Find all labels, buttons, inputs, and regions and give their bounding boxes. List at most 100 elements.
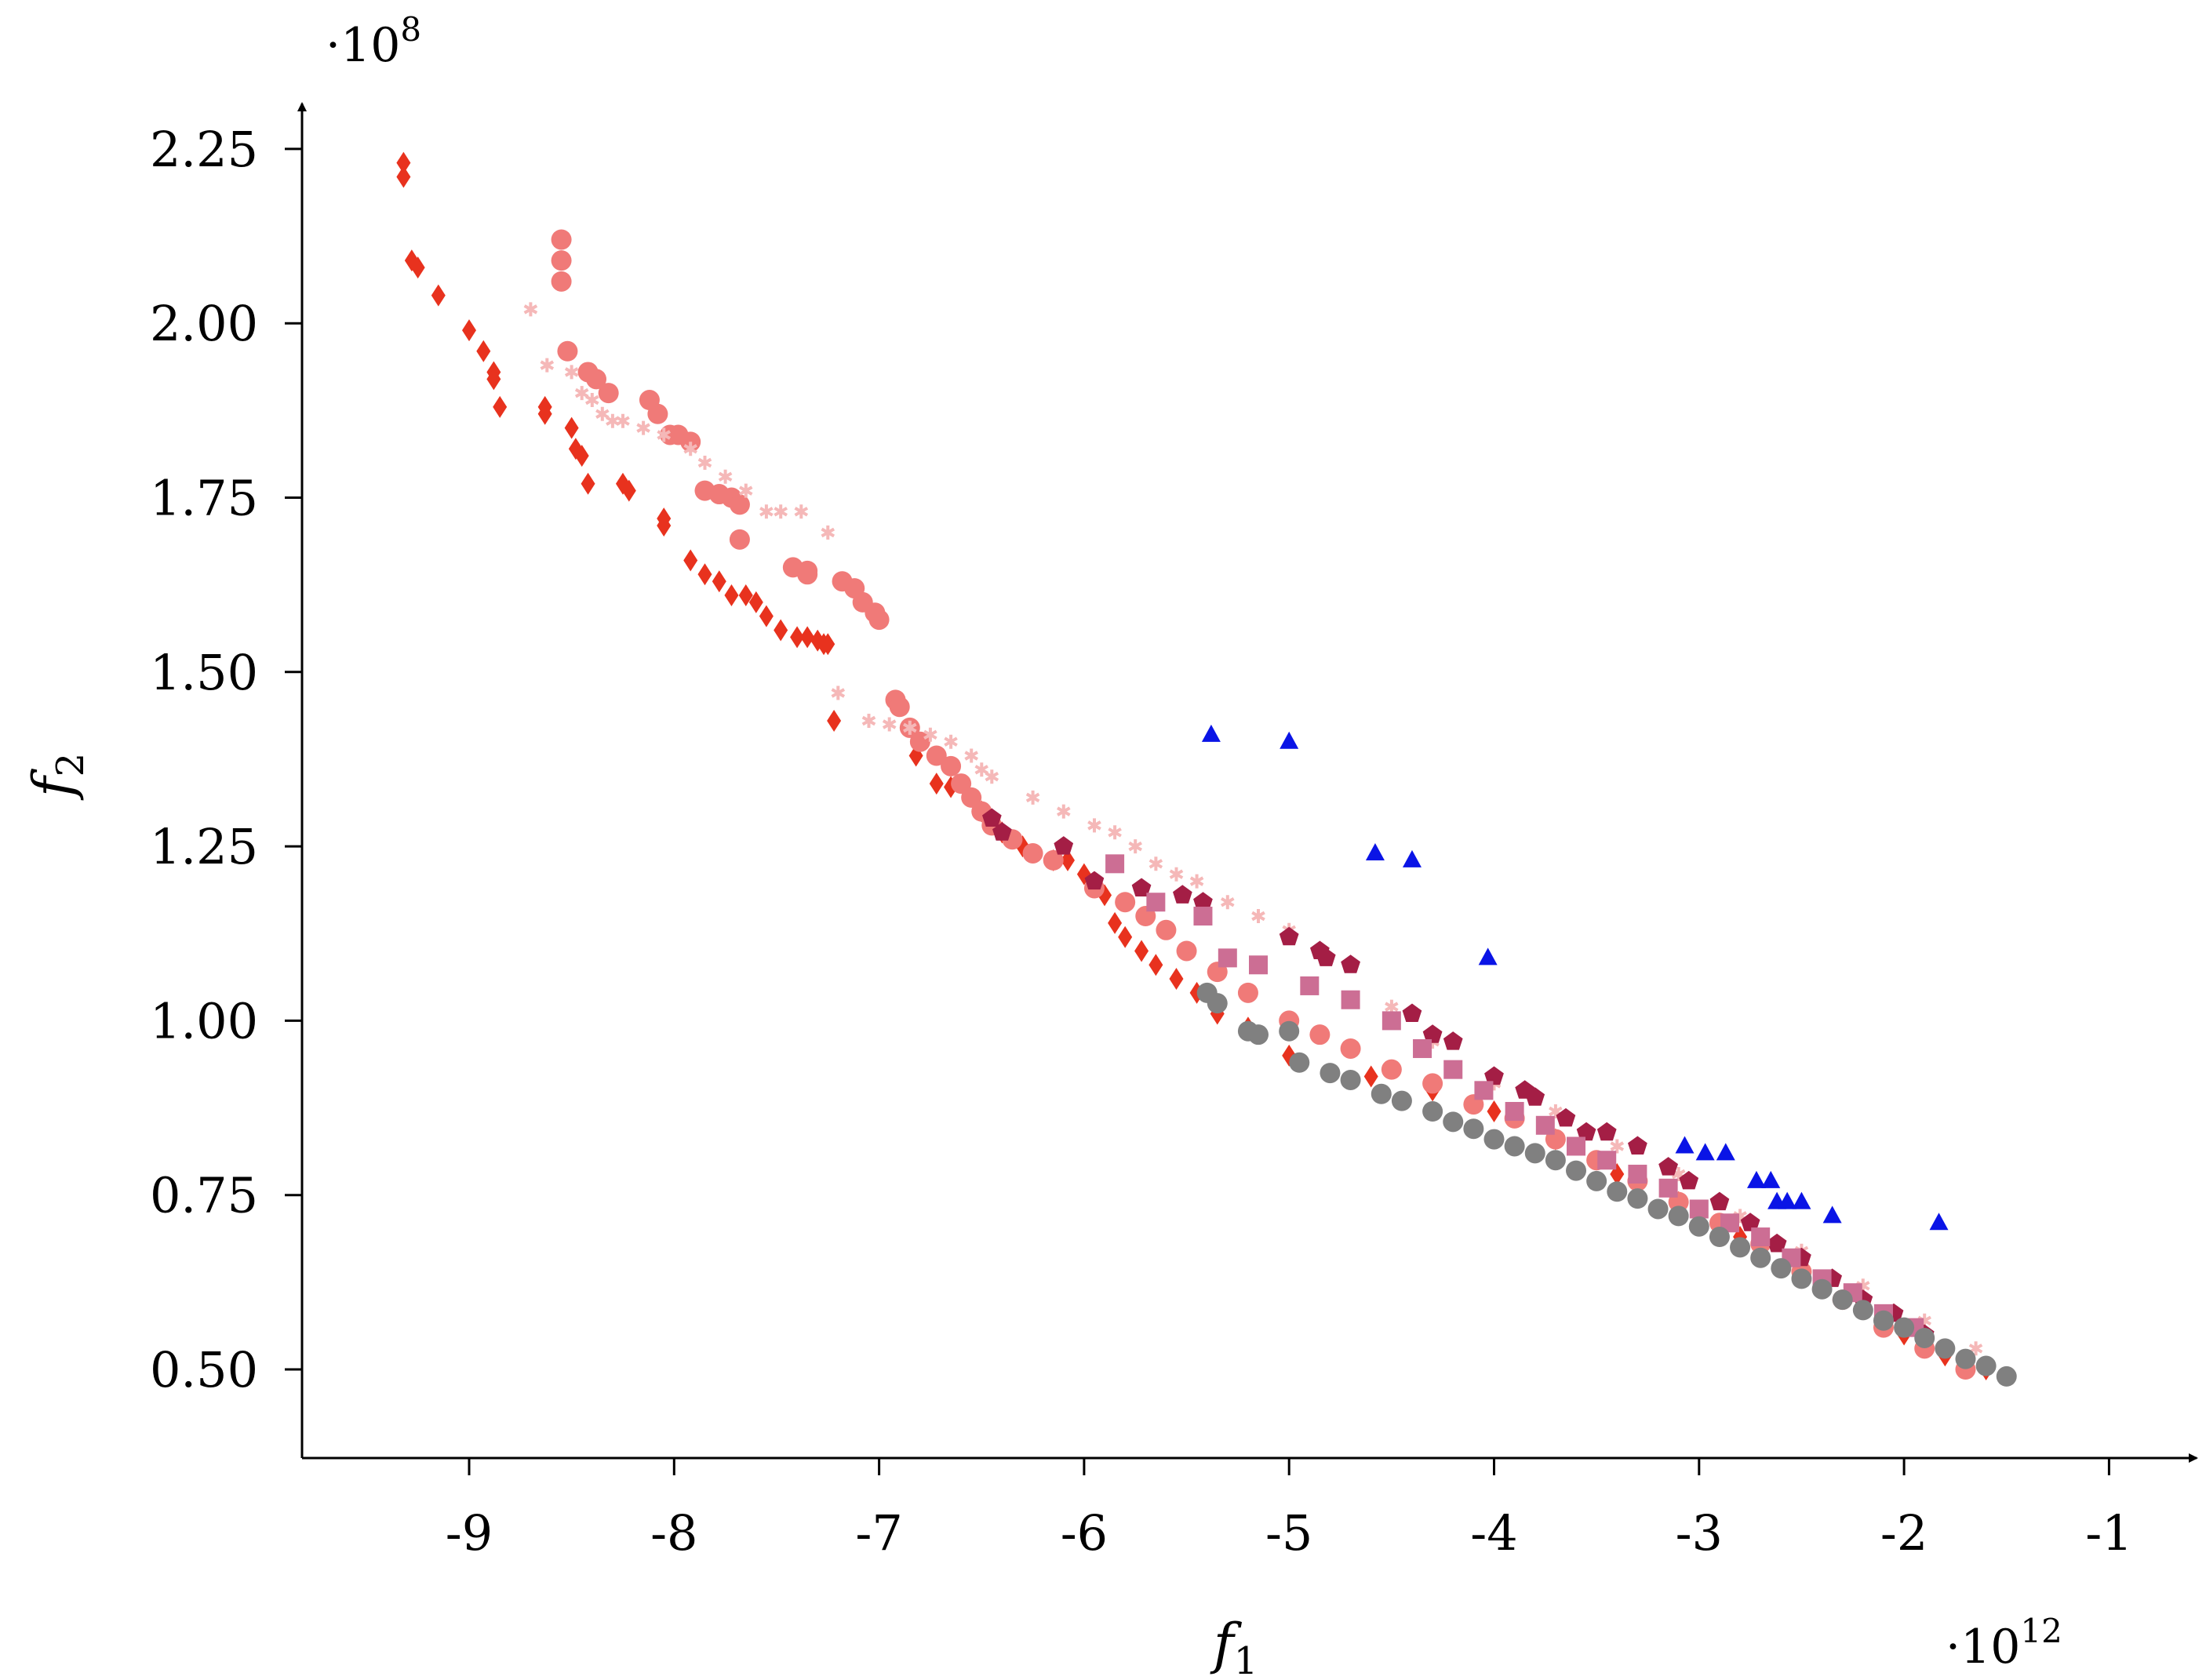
data-point-pentagon: [1484, 1066, 1504, 1085]
data-point-triangle: [1822, 1205, 1842, 1224]
data-point-diamond: [431, 284, 446, 307]
data-point-square: [1381, 1011, 1401, 1031]
data-point-circle: [1156, 919, 1177, 940]
data-point-circle: [1289, 1052, 1310, 1073]
data-point-square: [1567, 1136, 1586, 1156]
data-point-square: [1535, 1115, 1555, 1135]
data-point-pentagon: [1658, 1157, 1678, 1176]
data-point-asterisk: [574, 386, 589, 401]
data-point-diamond: [1487, 1100, 1502, 1122]
data-point-diamond: [929, 773, 944, 795]
data-point-circle: [1996, 1365, 2017, 1387]
data-point-asterisk: [1149, 856, 1163, 871]
data-point-circle: [1279, 1020, 1300, 1042]
data-point-triangle: [1778, 1191, 1797, 1209]
x-tick-label: -9: [446, 1504, 493, 1562]
y-multiplier: ·108: [326, 10, 421, 73]
data-point-asterisk: [964, 748, 978, 763]
y-tick-label: 0.50: [150, 1341, 258, 1398]
data-point-circle: [1832, 1289, 1853, 1311]
y-tick-label: 1.00: [150, 992, 258, 1049]
data-point-asterisk: [944, 734, 958, 749]
data-point-square: [1628, 1165, 1647, 1184]
data-point-triangle: [1695, 1143, 1715, 1161]
data-point-asterisk: [683, 442, 697, 456]
data-point-circle: [1627, 1188, 1648, 1209]
data-point-diamond: [486, 368, 501, 391]
data-point-asterisk: [1108, 825, 1122, 840]
data-point-asterisk: [595, 406, 610, 421]
data-point-asterisk: [1169, 867, 1184, 882]
data-point-pentagon: [1131, 878, 1152, 896]
data-point-circle: [1914, 1327, 1935, 1348]
y-tick-label: 1.75: [150, 470, 258, 527]
data-point-circle: [1115, 892, 1136, 913]
data-point-triangle: [1675, 1136, 1695, 1154]
data-point-diamond: [396, 151, 411, 174]
data-point-circle: [1545, 1150, 1566, 1171]
data-points: [396, 151, 2017, 1387]
data-point-circle: [1709, 1227, 1730, 1248]
x-multiplier: ·1012: [1946, 1612, 2062, 1675]
data-point-square: [1751, 1227, 1771, 1247]
data-point-diamond: [537, 402, 552, 425]
data-point-circle: [961, 787, 982, 808]
data-point-asterisk: [831, 685, 846, 700]
data-point-circle: [1207, 993, 1228, 1014]
x-tick-label: -2: [1880, 1504, 1928, 1562]
data-point-pentagon: [1422, 1024, 1443, 1043]
data-point-pentagon: [1054, 836, 1074, 855]
data-point-square: [1474, 1081, 1494, 1100]
data-point-diamond: [1060, 849, 1075, 871]
x-tick-label: -3: [1676, 1504, 1723, 1562]
data-point-circle: [1043, 849, 1064, 871]
data-point-diamond: [759, 605, 774, 627]
data-point-circle: [1647, 1198, 1669, 1220]
data-point-circle: [551, 271, 572, 292]
data-point-circle: [1237, 982, 1258, 1003]
data-point-circle: [1248, 1024, 1269, 1045]
data-point-diamond: [1169, 968, 1184, 991]
data-point-triangle: [1478, 947, 1498, 965]
data-point-asterisk: [759, 504, 774, 519]
data-point-triangle: [1761, 1170, 1781, 1188]
data-point-circle: [1811, 1278, 1833, 1300]
data-point-asterisk: [616, 413, 630, 428]
data-point-asterisk: [903, 720, 917, 735]
data-point-square: [1218, 948, 1237, 968]
data-point-asterisk: [1057, 804, 1071, 819]
data-point-circle: [1771, 1258, 1792, 1279]
data-point-circle: [1320, 1063, 1341, 1084]
data-point-diamond: [724, 584, 739, 606]
data-point-asterisk: [1610, 1139, 1625, 1154]
data-point-circle: [1504, 1136, 1525, 1157]
data-point-asterisk: [1189, 874, 1204, 889]
data-point-pentagon: [1341, 955, 1360, 973]
data-point-asterisk: [821, 525, 835, 540]
y-tick-label: 2.25: [150, 121, 258, 178]
data-point-asterisk: [882, 717, 897, 732]
data-point-circle: [1873, 1310, 1894, 1331]
data-point-asterisk: [974, 762, 989, 777]
data-point-square: [1443, 1060, 1463, 1079]
data-point-circle: [1791, 1268, 1812, 1289]
data-point-circle: [647, 403, 668, 424]
x-tick-label: -8: [650, 1504, 697, 1562]
data-point-diamond: [564, 416, 579, 439]
data-point-asterisk: [738, 483, 753, 498]
data-point-square: [1505, 1101, 1524, 1121]
data-point-pentagon: [1316, 947, 1336, 966]
y-tick-label: 1.25: [150, 818, 258, 875]
data-point-square: [1300, 976, 1320, 995]
data-point-asterisk: [636, 420, 650, 435]
data-point-triangle: [1716, 1143, 1735, 1161]
data-point-pentagon: [1628, 1136, 1647, 1155]
data-point-pentagon: [1173, 885, 1192, 904]
data-point-pentagon: [1402, 1003, 1422, 1022]
data-point-circle: [1391, 1090, 1412, 1111]
data-point-pentagon: [1193, 892, 1213, 911]
data-point-circle: [1852, 1300, 1873, 1321]
data-point-diamond: [493, 395, 508, 418]
data-point-asterisk: [540, 358, 555, 373]
